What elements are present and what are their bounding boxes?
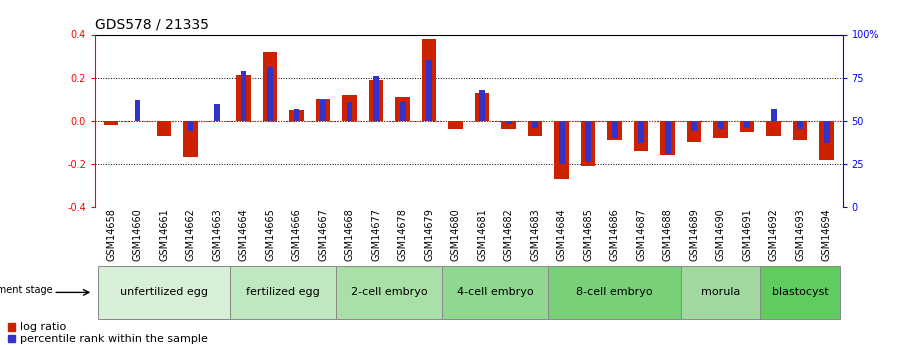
- Bar: [294, 109, 300, 121]
- Text: percentile rank within the sample: percentile rank within the sample: [20, 334, 207, 344]
- Bar: [793, 121, 807, 140]
- Bar: [422, 39, 437, 121]
- Bar: [342, 95, 357, 121]
- Text: GDS578 / 21335: GDS578 / 21335: [95, 18, 209, 32]
- Bar: [607, 121, 622, 140]
- Bar: [612, 121, 618, 138]
- Bar: [214, 104, 220, 121]
- Text: morula: morula: [701, 287, 740, 297]
- Bar: [634, 121, 649, 151]
- Bar: [316, 99, 331, 121]
- Bar: [267, 67, 273, 121]
- Bar: [760, 266, 840, 319]
- Bar: [554, 121, 569, 179]
- Bar: [400, 102, 406, 121]
- Bar: [687, 121, 701, 142]
- Bar: [713, 121, 728, 138]
- Bar: [691, 121, 697, 131]
- Bar: [797, 121, 803, 129]
- Bar: [241, 71, 246, 121]
- Bar: [660, 121, 675, 155]
- Text: 8-cell embryo: 8-cell embryo: [576, 287, 653, 297]
- Bar: [320, 100, 326, 121]
- Text: development stage: development stage: [0, 285, 53, 295]
- Bar: [104, 121, 119, 125]
- Bar: [263, 52, 277, 121]
- Bar: [559, 121, 564, 164]
- Bar: [395, 97, 410, 121]
- Text: blastocyst: blastocyst: [772, 287, 829, 297]
- Bar: [98, 266, 230, 319]
- Bar: [373, 76, 379, 121]
- Bar: [369, 80, 383, 121]
- Bar: [289, 110, 304, 121]
- Bar: [771, 109, 776, 121]
- Text: log ratio: log ratio: [20, 322, 66, 332]
- Text: unfertilized egg: unfertilized egg: [120, 287, 208, 297]
- Bar: [479, 90, 485, 121]
- Bar: [501, 121, 516, 129]
- Bar: [638, 121, 644, 143]
- Bar: [426, 60, 432, 121]
- Bar: [528, 121, 543, 136]
- Bar: [442, 266, 548, 319]
- Bar: [157, 121, 171, 136]
- Bar: [230, 266, 336, 319]
- Bar: [665, 121, 670, 154]
- Bar: [183, 121, 198, 157]
- Bar: [532, 121, 538, 128]
- Bar: [336, 266, 442, 319]
- Bar: [548, 266, 681, 319]
- Bar: [718, 121, 724, 129]
- Bar: [766, 121, 781, 136]
- Text: 4-cell embryo: 4-cell embryo: [457, 287, 534, 297]
- Bar: [744, 121, 750, 128]
- Bar: [681, 266, 760, 319]
- Bar: [236, 76, 251, 121]
- Bar: [475, 93, 489, 121]
- Bar: [585, 121, 591, 162]
- Bar: [188, 121, 194, 131]
- Bar: [506, 121, 512, 124]
- Bar: [8, 335, 15, 342]
- Bar: [581, 121, 595, 166]
- Bar: [347, 102, 352, 121]
- Bar: [824, 121, 830, 143]
- Bar: [135, 100, 140, 121]
- Bar: [740, 121, 755, 131]
- Bar: [8, 323, 15, 331]
- Text: fertilized egg: fertilized egg: [246, 287, 320, 297]
- Bar: [448, 121, 463, 129]
- Text: 2-cell embryo: 2-cell embryo: [351, 287, 428, 297]
- Bar: [819, 121, 834, 159]
